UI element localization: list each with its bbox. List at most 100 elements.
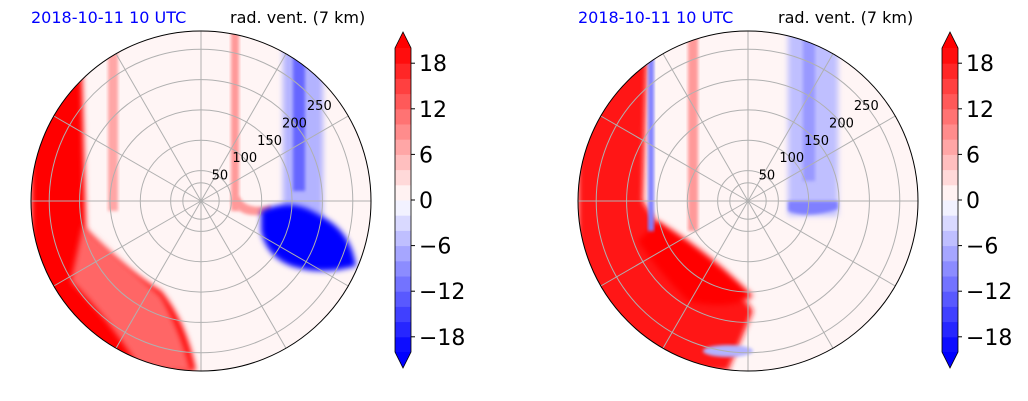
- colorbar-level: [942, 291, 958, 307]
- colorbar-extend-min: [942, 352, 958, 368]
- radial-tick-label: 100: [232, 151, 257, 166]
- colorbar-level: [942, 93, 958, 110]
- colorbar-level: [395, 245, 411, 262]
- positive-streak: [688, 31, 698, 231]
- colorbar-extend-max: [942, 32, 958, 48]
- angular-gridline: [53, 115, 202, 202]
- colorbar-tick-label: 12: [419, 98, 447, 123]
- colorbar-frame: [941, 31, 959, 369]
- angular-gridline: [200, 53, 287, 202]
- colorbar-level: [942, 184, 958, 201]
- colorbar-level: [942, 200, 958, 216]
- colorbar-level: [395, 260, 411, 277]
- angular-gridline: [747, 53, 834, 202]
- colorbar-level: [942, 336, 958, 353]
- colorbar-tick-label: 0: [419, 189, 433, 214]
- colorbar-level: [942, 169, 958, 186]
- negative-hook: [788, 201, 838, 215]
- colorbar-level: [395, 321, 411, 338]
- colorbar-level: [942, 321, 958, 338]
- colorbar-level: [395, 78, 411, 95]
- colorbar-tick-label: 6: [966, 143, 980, 168]
- polar-frame: [30, 30, 372, 372]
- colorbar-level: [395, 200, 411, 216]
- angular-gridline: [200, 200, 287, 349]
- angular-gridline: [747, 200, 896, 287]
- colorbar-level: [942, 63, 958, 79]
- colorbar-level: [395, 93, 411, 110]
- panel-1-date-title: 2018-10-11 10 UTC: [31, 8, 187, 27]
- colorbar-frame: [394, 31, 412, 369]
- colorbar-tick-label: 12: [966, 98, 994, 123]
- colorbar-level: [395, 336, 411, 353]
- colorbar-level: [942, 260, 958, 277]
- radial-tick-label: 100: [779, 151, 804, 166]
- colorbar-level: [395, 230, 411, 247]
- angular-gridline: [662, 200, 749, 349]
- positive-region-inner: [71, 226, 191, 371]
- colorbar-level: [942, 139, 958, 155]
- colorbar-level: [942, 108, 958, 125]
- radial-tick-label: 250: [307, 99, 332, 114]
- angular-gridline: [600, 200, 749, 287]
- angular-gridline: [747, 200, 834, 349]
- panel-2-date-title: 2018-10-11 10 UTC: [578, 8, 734, 27]
- colorbar-tick-label: −12: [966, 280, 1012, 305]
- colorbar-level: [942, 78, 958, 95]
- colorbar-level: [395, 215, 411, 231]
- colorbar-level: [395, 48, 411, 64]
- radial-tick-label: 150: [257, 134, 282, 149]
- colorbar-tick-label: −18: [966, 326, 1012, 351]
- colorbar-level: [395, 291, 411, 307]
- colorbar-level: [942, 230, 958, 247]
- colorbar-level: [395, 184, 411, 201]
- angular-gridline: [747, 115, 896, 202]
- negative-thin-streak: [648, 31, 654, 231]
- colorbar-tick-label: 6: [419, 143, 433, 168]
- angular-gridline: [53, 200, 202, 287]
- angular-gridline: [200, 200, 349, 287]
- colorbar-tick-label: −6: [966, 235, 998, 260]
- colorbar-tick-label: 18: [966, 52, 994, 77]
- negative-blob: [261, 204, 356, 271]
- colorbar-tick-label: −12: [419, 280, 465, 305]
- colorbar-tick-label: 18: [419, 52, 447, 77]
- radial-tick-label: 250: [854, 99, 879, 114]
- colorbar-level: [942, 124, 958, 140]
- colorbar-level: [395, 306, 411, 323]
- colorbar-level: [395, 108, 411, 125]
- positive-streak-2: [231, 31, 239, 211]
- angular-gridline: [200, 115, 349, 202]
- colorbar-level: [942, 48, 958, 64]
- colorbar-2: 18 12 6 0 −6 −12 −18: [941, 31, 1012, 369]
- colorbar-level: [395, 276, 411, 292]
- colorbar-tick-label: 0: [966, 189, 980, 214]
- colorbar-tick-label: −18: [419, 326, 465, 351]
- colorbar-level: [942, 276, 958, 292]
- positive-streak: [108, 31, 118, 211]
- colorbar-tick-label: −6: [419, 235, 451, 260]
- colorbar-1: 18 12 6 0 −6 −12 −18: [394, 31, 465, 369]
- colorbar-level: [395, 139, 411, 155]
- colorbar-extend-max: [395, 32, 411, 48]
- positive-region: [31, 31, 196, 371]
- colorbar-level: [395, 169, 411, 186]
- radial-tick-label: 50: [759, 169, 776, 184]
- colorbar-level: [942, 215, 958, 231]
- negative-streak-core: [293, 31, 305, 191]
- radial-tick-label: 200: [829, 116, 854, 131]
- radial-tick-label: 150: [804, 134, 829, 149]
- radial-tick-label: 200: [282, 116, 307, 131]
- colorbar-level: [942, 154, 958, 171]
- angular-gridline: [600, 115, 749, 202]
- colorbar-level: [395, 124, 411, 140]
- panel-1-variable-title: rad. vent. (7 km): [230, 8, 366, 27]
- colorbar-level: [395, 154, 411, 171]
- colorbar-level: [395, 63, 411, 79]
- colorbar-level: [942, 306, 958, 323]
- angular-gridline: [662, 53, 749, 202]
- radial-tick-label: 50: [212, 169, 229, 184]
